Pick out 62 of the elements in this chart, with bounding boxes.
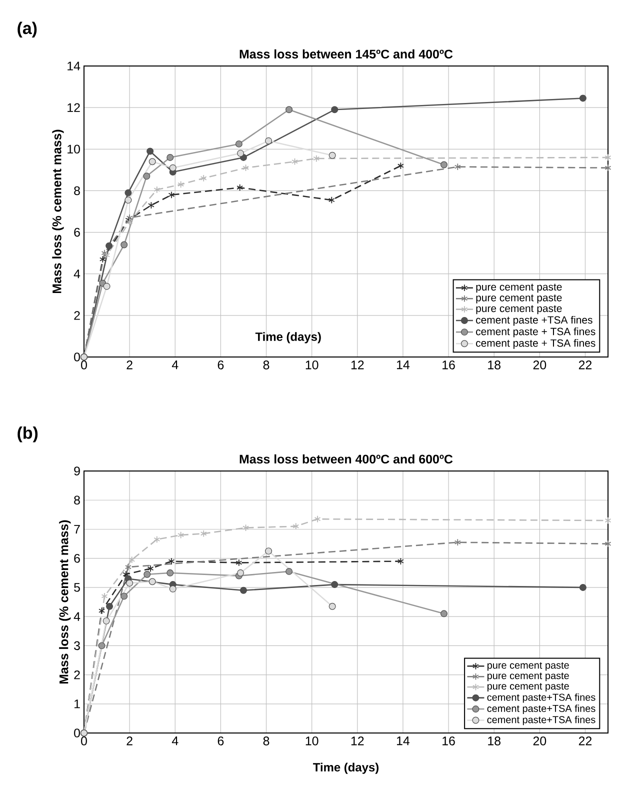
x-tick-label: 2 — [126, 736, 132, 746]
x-tick-label: 0 — [81, 736, 87, 746]
y-tick-label: 9 — [74, 466, 80, 476]
y-tick-label: 5 — [74, 583, 80, 592]
text: (b) — [18, 426, 38, 442]
legend-label: pure cement paste — [476, 305, 562, 314]
x-tick-label: 10 — [306, 736, 318, 746]
y-tick-label: 0 — [74, 728, 80, 738]
x-tick-label: 22 — [578, 360, 592, 370]
x-tick-label: 10 — [306, 360, 318, 370]
chart-title: Mass loss between 400ºC and 600ºC — [240, 454, 453, 464]
legend-label: pure cement paste — [487, 662, 569, 671]
chart-title: Mass loss between 145ºC and 400ºC — [240, 49, 453, 58]
y-tick-label: 0 — [74, 352, 80, 362]
legend-label: cement paste + TSA fines — [476, 328, 596, 338]
x-axis-title: Time (days) — [255, 332, 321, 344]
x-tick-label: 20 — [533, 360, 546, 370]
legend-label: pure cement paste — [476, 284, 562, 293]
x-tick-label: 20 — [533, 736, 546, 746]
legend-label: cement paste+TSA fines — [487, 693, 596, 703]
x-tick-label: 22 — [578, 736, 592, 746]
y-axis-title: Mass loss (% cement mass) — [59, 520, 71, 684]
y-tick-label: 8 — [74, 496, 80, 505]
legend-label: cement paste+TSA fines — [487, 716, 596, 726]
x-tick-label: 8 — [263, 736, 270, 746]
y-tick-label: 2 — [74, 311, 80, 320]
y-tick-label: 12 — [68, 103, 80, 112]
x-tick-label: 18 — [488, 360, 500, 370]
x-tick-label: 12 — [351, 736, 364, 746]
x-tick-label: 0 — [81, 360, 87, 370]
y-tick-label: 10 — [68, 144, 80, 154]
y-tick-label: 4 — [74, 270, 80, 278]
x-tick-label: 2 — [126, 360, 132, 370]
legend-label: pure cement paste — [476, 294, 562, 304]
x-tick-label: 14 — [396, 736, 410, 746]
x-tick-label: 4 — [172, 360, 178, 370]
y-tick-label: 2 — [74, 670, 80, 680]
y-axis-title: Mass loss (% cement mass) — [52, 130, 64, 294]
x-tick-label: 4 — [172, 736, 178, 746]
y-tick-label: 4 — [74, 612, 80, 621]
legend-label: cement paste + TSA fines — [476, 339, 596, 349]
legend-label: cement paste +TSA fines — [476, 316, 592, 326]
x-tick-label: 6 — [218, 360, 224, 370]
y-tick-label: 1 — [74, 700, 80, 708]
x-tick-label: 16 — [442, 360, 455, 370]
x-tick-label: 14 — [396, 360, 410, 370]
legend-label: pure cement paste — [487, 672, 569, 682]
y-tick-label: 3 — [74, 641, 80, 650]
legend-label: cement paste+TSA fines — [487, 704, 596, 714]
x-tick-label: 6 — [218, 736, 224, 746]
x-tick-label: 12 — [351, 360, 364, 370]
x-tick-label: 16 — [442, 736, 455, 746]
text: (a) — [18, 22, 37, 38]
y-tick-label: 6 — [74, 554, 80, 563]
y-tick-label: 14 — [68, 62, 80, 70]
y-tick-label: 6 — [74, 228, 80, 237]
legend-label: pure cement paste — [487, 683, 569, 692]
x-tick-label: 18 — [488, 736, 500, 746]
x-tick-label: 8 — [263, 360, 270, 370]
x-axis-title: Time (days) — [313, 762, 379, 774]
y-tick-label: 8 — [74, 186, 80, 196]
y-tick-label: 7 — [74, 524, 80, 534]
